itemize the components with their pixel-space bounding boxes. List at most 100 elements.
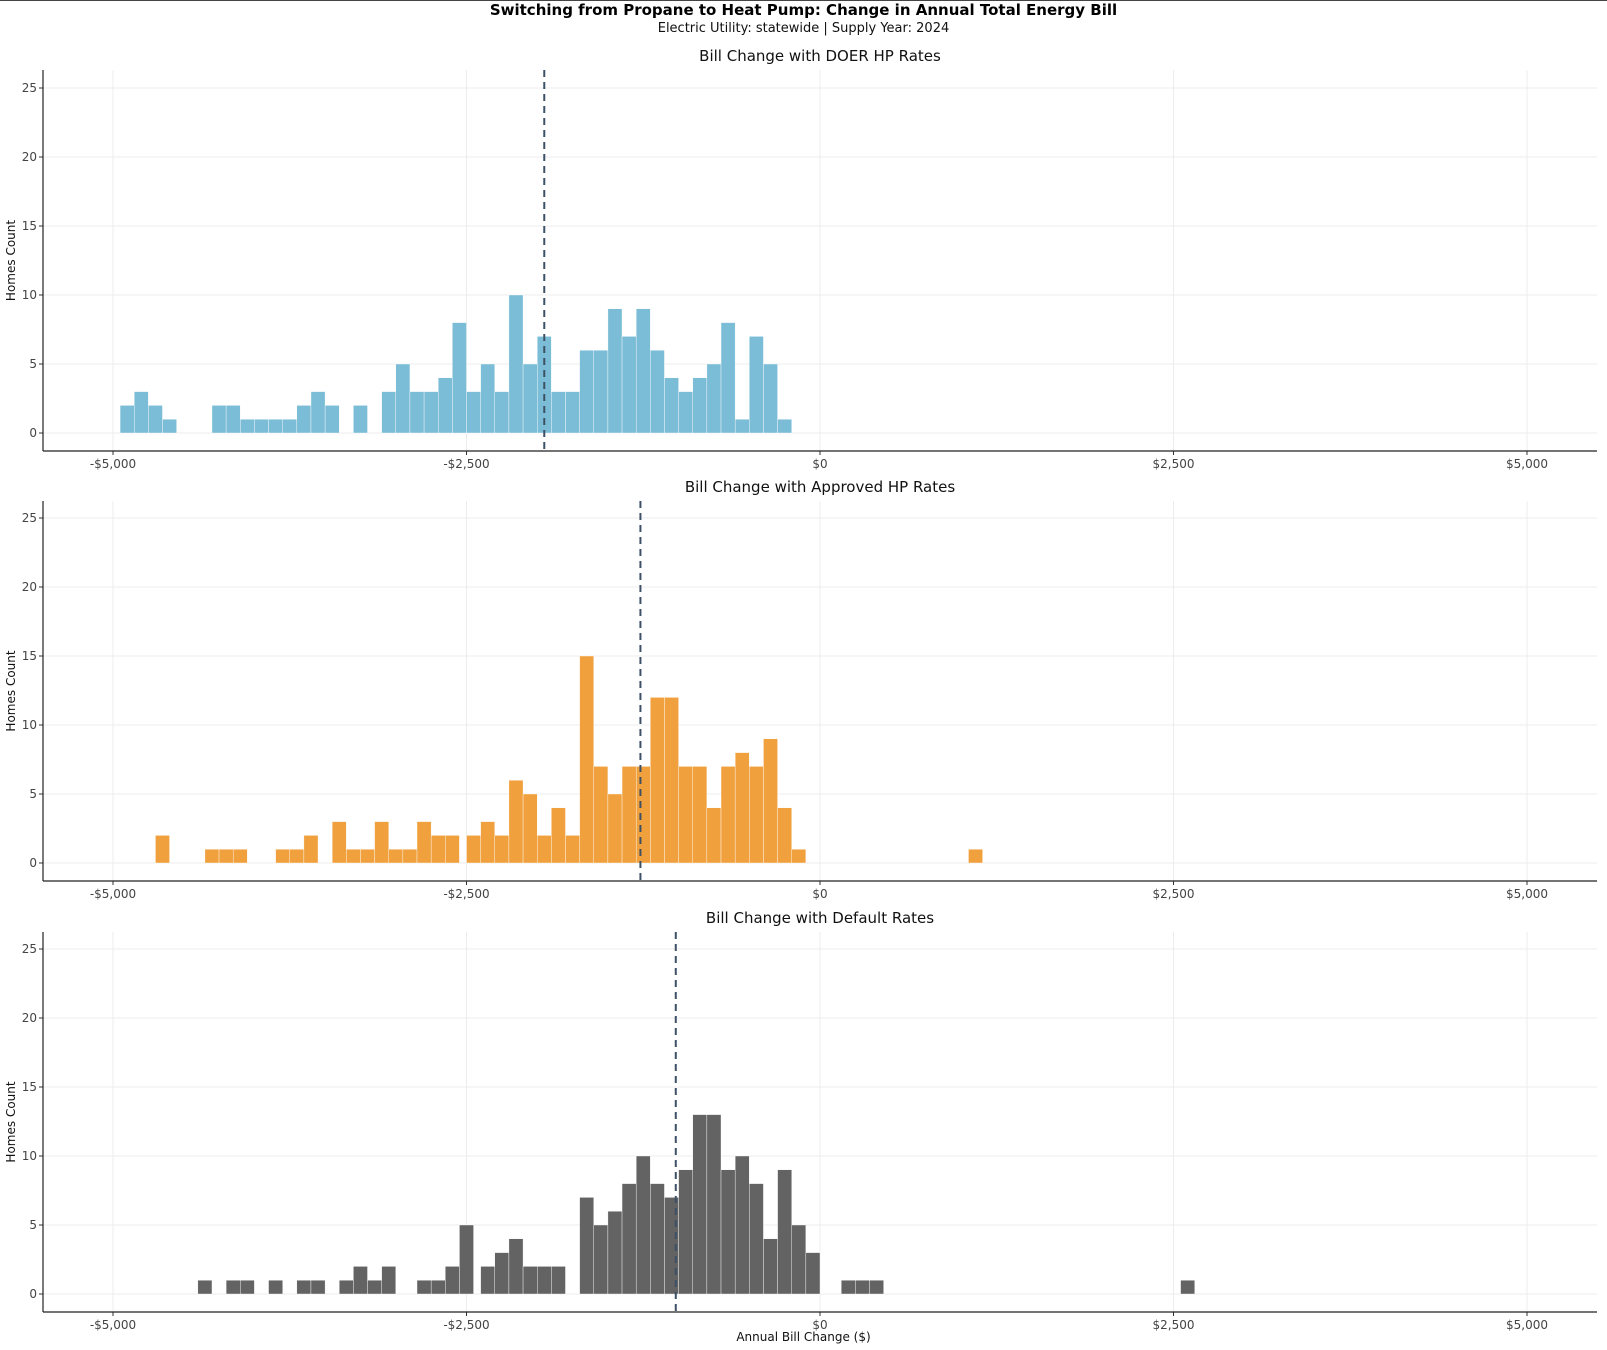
y-tick-label: 5 [29,787,37,801]
histogram-bar [720,1169,736,1295]
chart-subtitle: Electric Utility: statewide | Supply Yea… [657,21,950,36]
panel-1: Bill Change with DOER HP Rates Homes Coun… [4,47,1597,471]
y-tick-label: 15 [22,219,37,233]
histogram-bar [197,1279,213,1295]
x-tick-label: $0 [812,887,827,901]
histogram-bar [805,1252,821,1295]
histogram-bar [416,821,432,864]
histogram-bar [430,835,446,864]
y-tick-label: 5 [29,1218,37,1232]
top-border [0,0,1607,1]
histogram-bar [777,419,792,434]
histogram-bar [225,405,241,434]
histogram-bar [565,391,580,434]
histogram-bar [621,766,637,864]
histogram-bar [445,1266,460,1295]
histogram-bar [593,350,609,434]
panel-title: Bill Change with Approved HP Rates [685,478,956,496]
histogram-bar [621,336,637,434]
histogram-bar [480,1266,495,1295]
histogram-bar [459,1224,474,1295]
histogram-bar [579,655,594,864]
histogram-bar [522,363,538,434]
histogram-bar [537,835,552,864]
y-axis-title: Homes Count [4,650,18,731]
histogram-bar [551,391,566,434]
histogram-bar [607,793,623,864]
y-tick-label: 20 [22,1011,37,1025]
histogram-bar [734,419,750,434]
y-tick-label: 10 [22,288,37,302]
histogram-bar [282,419,298,434]
histogram-bar [621,1183,637,1295]
histogram-bar [607,308,623,434]
x-tick-label: -$5,000 [90,887,136,901]
histogram-bar [720,322,736,434]
histogram-bar [734,1155,750,1295]
histogram-bar [855,1279,870,1295]
histogram-bar [650,697,665,864]
histogram-bar [706,363,722,434]
histogram-bar [678,766,693,864]
histogram-bar [551,807,566,864]
histogram-bar [749,336,764,434]
x-tick-label: $0 [812,1318,827,1332]
histogram-bar [388,849,404,864]
histogram-bar [706,807,722,864]
y-axis-title: Homes Count [4,220,18,301]
histogram-bar [537,1266,552,1295]
histogram-bar [225,1279,241,1295]
histogram-bar [650,350,665,434]
histogram-bar [204,849,220,864]
histogram-bar [607,1210,623,1295]
histogram-bar [395,363,411,434]
histogram-bar [445,835,460,864]
histogram-bar [692,766,708,864]
histogram-bar [678,1169,693,1295]
histogram-bar [346,849,361,864]
histogram-bar [155,835,170,864]
histogram-bar [720,766,736,864]
histogram-bar [841,1279,856,1295]
histogram-bar [367,1279,382,1295]
x-tick-label: $2,500 [1153,457,1195,471]
panel-title: Bill Change with Default Rates [706,909,934,927]
histogram-bar [1180,1279,1195,1295]
histogram-bar [664,697,679,864]
histogram-bar [303,835,319,864]
histogram-bar [777,1169,792,1295]
histogram-bar [324,405,340,434]
histogram-bar [430,1279,446,1295]
panel-title: Bill Change with DOER HP Rates [699,47,941,65]
histogram-bar [551,1266,566,1295]
histogram-bar [593,766,609,864]
histogram-bar [438,377,453,434]
histogram-bar [416,1279,432,1295]
histogram-bar [353,1266,368,1295]
x-tick-label: $5,000 [1506,887,1548,901]
histogram-bar [635,766,651,864]
y-tick-label: 20 [22,580,37,594]
histogram-bar [296,405,312,434]
histogram-bar [791,849,807,864]
histogram-bar [508,294,524,434]
y-tick-label: 15 [22,649,37,663]
histogram-bar [289,849,305,864]
histogram-bar [749,1183,764,1295]
panel-3: Bill Change with Default Rates Homes Coun… [4,909,1597,1332]
histogram-bar [522,1266,538,1295]
histogram-bar [706,1114,722,1295]
histogram-bar [423,391,439,434]
y-tick-label: 10 [22,1149,37,1163]
histogram-bar [402,849,418,864]
histogram-bar [494,391,510,434]
histogram-bar [777,807,792,864]
histogram-bar [579,350,594,434]
histogram-bar [763,738,778,864]
x-tick-label: $2,500 [1153,887,1195,901]
histogram-bar [232,849,248,864]
histogram-bar [579,1197,594,1295]
panel-2: Bill Change with Approved HP Rates Homes … [4,478,1597,901]
